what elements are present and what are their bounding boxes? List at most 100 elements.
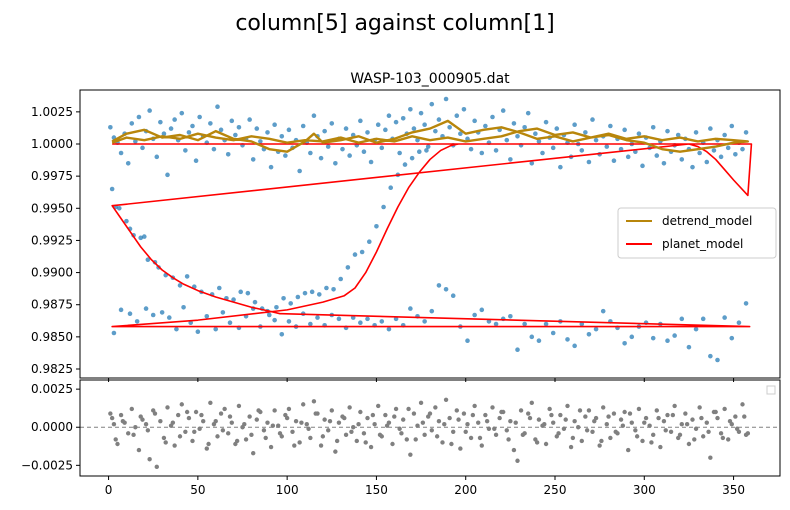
- data-point: [665, 128, 670, 134]
- residual-point: [436, 418, 442, 424]
- residual-point: [226, 431, 231, 436]
- data-point: [116, 205, 122, 211]
- top-panel-title: WASP-103_000905.dat: [350, 71, 510, 87]
- data-point: [722, 315, 727, 320]
- residual-point: [347, 405, 352, 410]
- legend-label-planet-model: planet_model: [662, 237, 743, 251]
- data-point: [622, 127, 627, 133]
- data-point: [358, 320, 363, 326]
- data-point: [586, 331, 592, 337]
- residual-point: [665, 412, 670, 418]
- top-axes-frame: [79, 89, 781, 379]
- residual-point: [654, 408, 659, 413]
- residual-point: [622, 409, 627, 415]
- top-y-tick-label: 0.9925: [31, 233, 73, 247]
- bottom-x-tick-label: 0: [105, 483, 113, 497]
- top-y-tick-label: 0.9950: [31, 201, 73, 215]
- residual-point: [306, 426, 311, 431]
- bottom-x-tick-label: 50: [190, 483, 205, 497]
- data-point: [483, 123, 488, 129]
- residual-point: [704, 420, 709, 425]
- data-point: [486, 319, 492, 324]
- residual-point: [745, 431, 751, 436]
- residual-point: [633, 428, 638, 433]
- residual-point: [720, 435, 726, 441]
- data-point: [308, 321, 313, 327]
- data-point: [536, 139, 542, 144]
- residual-point: [518, 408, 524, 413]
- residual-point: [627, 411, 633, 416]
- data-point: [672, 333, 677, 338]
- data-point: [286, 127, 292, 133]
- data-point: [272, 122, 277, 128]
- data-point: [504, 137, 510, 143]
- residual-point: [304, 421, 309, 427]
- data-point: [311, 113, 317, 119]
- residual-point: [251, 450, 256, 456]
- residual-point: [715, 415, 720, 421]
- residual-point: [626, 447, 631, 453]
- data-point: [195, 329, 201, 335]
- residual-point: [333, 449, 338, 454]
- residual-point: [563, 417, 568, 422]
- residual-point: [286, 406, 292, 412]
- residual-point: [263, 435, 268, 441]
- data-point: [604, 144, 610, 149]
- residual-point: [301, 402, 306, 407]
- residual-point: [472, 403, 477, 409]
- residual-point: [229, 420, 234, 425]
- data-point: [233, 132, 238, 138]
- residual-point: [342, 415, 347, 421]
- data-point: [231, 297, 236, 302]
- data-point: [361, 149, 367, 155]
- data-point: [572, 122, 577, 128]
- data-point: [472, 118, 477, 124]
- data-point: [443, 96, 449, 102]
- residual-point: [336, 420, 342, 425]
- data-point: [590, 117, 595, 122]
- data-point: [386, 326, 392, 332]
- data-point: [333, 160, 338, 166]
- data-point: [661, 160, 667, 166]
- data-point: [336, 316, 342, 322]
- data-point: [693, 130, 699, 135]
- residual-point: [434, 434, 440, 439]
- residual-point: [277, 431, 283, 436]
- residual-point: [247, 414, 252, 419]
- data-point: [258, 139, 263, 144]
- residual-point: [718, 431, 724, 436]
- residual-point: [199, 412, 204, 418]
- residual-point: [608, 435, 613, 441]
- residual-point: [193, 409, 199, 415]
- residual-point: [192, 429, 197, 435]
- data-point: [138, 235, 144, 241]
- residual-point: [658, 444, 663, 450]
- data-point: [408, 106, 413, 112]
- data-point: [345, 265, 351, 270]
- residual-point: [683, 411, 688, 416]
- data-point: [225, 151, 231, 157]
- residual-point: [179, 402, 184, 407]
- residual-point: [549, 412, 554, 418]
- data-point: [608, 123, 613, 129]
- residual-point: [242, 421, 247, 427]
- residual-point: [443, 397, 449, 403]
- bottom-y-tick-label: 0.0000: [31, 420, 73, 434]
- residual-point: [208, 400, 213, 406]
- residual-point: [634, 434, 640, 439]
- data-point: [593, 137, 599, 143]
- residual-point: [354, 438, 359, 444]
- data-point: [708, 126, 713, 131]
- data-point: [636, 131, 642, 137]
- data-point: [700, 316, 706, 322]
- data-point: [286, 319, 292, 324]
- data-point: [365, 130, 370, 135]
- data-point: [733, 151, 738, 157]
- residual-point: [313, 411, 318, 416]
- data-point: [436, 283, 442, 288]
- data-point: [529, 334, 535, 340]
- data-point: [393, 119, 399, 125]
- data-point: [168, 126, 174, 131]
- residual-point: [268, 444, 274, 450]
- data-point: [338, 276, 344, 282]
